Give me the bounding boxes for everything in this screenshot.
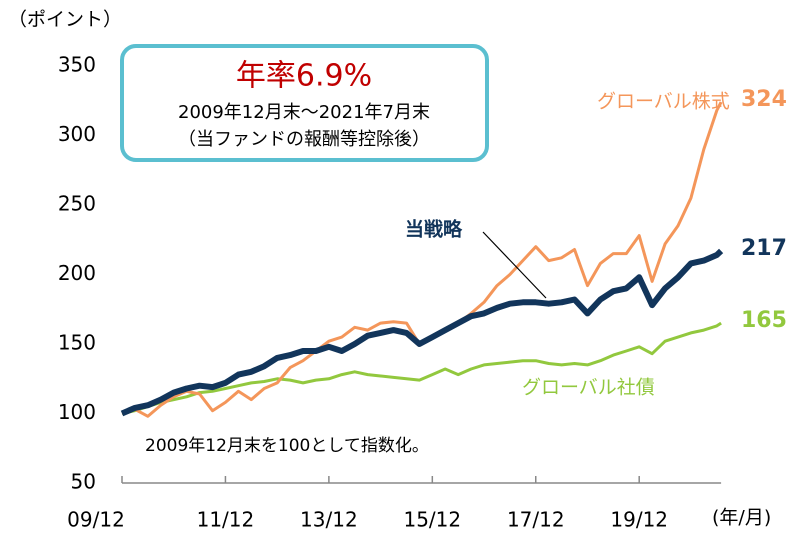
x-tick-label: 13/12 bbox=[300, 508, 358, 532]
x-tick-label: 15/12 bbox=[403, 508, 461, 532]
y-tick-label: 300 bbox=[58, 122, 96, 146]
end-value-label: 324 bbox=[741, 87, 787, 112]
x-tick-label: 17/12 bbox=[507, 508, 565, 532]
box-headline: 年率6.9% bbox=[236, 59, 372, 94]
end-value-label: 165 bbox=[741, 308, 787, 333]
series-line bbox=[121, 321, 722, 415]
leader-line bbox=[482, 231, 547, 299]
end-value-label: 217 bbox=[741, 236, 787, 261]
y-axis-label: （ポイント） bbox=[8, 9, 122, 31]
x-tick-label: 19/12 bbox=[610, 508, 668, 532]
y-tick-label: 250 bbox=[58, 192, 96, 216]
y-tick-label: 350 bbox=[58, 53, 96, 77]
x-tick-label: 09/12 bbox=[67, 508, 125, 532]
series-name: 当戦略 bbox=[405, 218, 463, 241]
y-tick-label: 200 bbox=[58, 261, 96, 285]
box-note: （当ファンドの報酬等控除後） bbox=[178, 129, 430, 150]
x-tick-label: 11/12 bbox=[197, 508, 255, 532]
y-tick-label: 150 bbox=[58, 331, 96, 355]
box-period: 2009年12月末～2021年7月末 bbox=[178, 102, 430, 123]
series-name: グローバル株式 bbox=[597, 91, 730, 113]
lines bbox=[120, 101, 724, 418]
x-axis-label: (年/月) bbox=[712, 507, 771, 529]
y-tick-label: 100 bbox=[58, 400, 96, 424]
series-name: グローバル社債 bbox=[522, 377, 655, 399]
y-tick-label: 50 bbox=[71, 470, 96, 494]
footnote: 2009年12月末を100として指数化。 bbox=[145, 436, 429, 456]
annotation-box bbox=[120, 44, 489, 162]
series-line bbox=[120, 248, 724, 417]
